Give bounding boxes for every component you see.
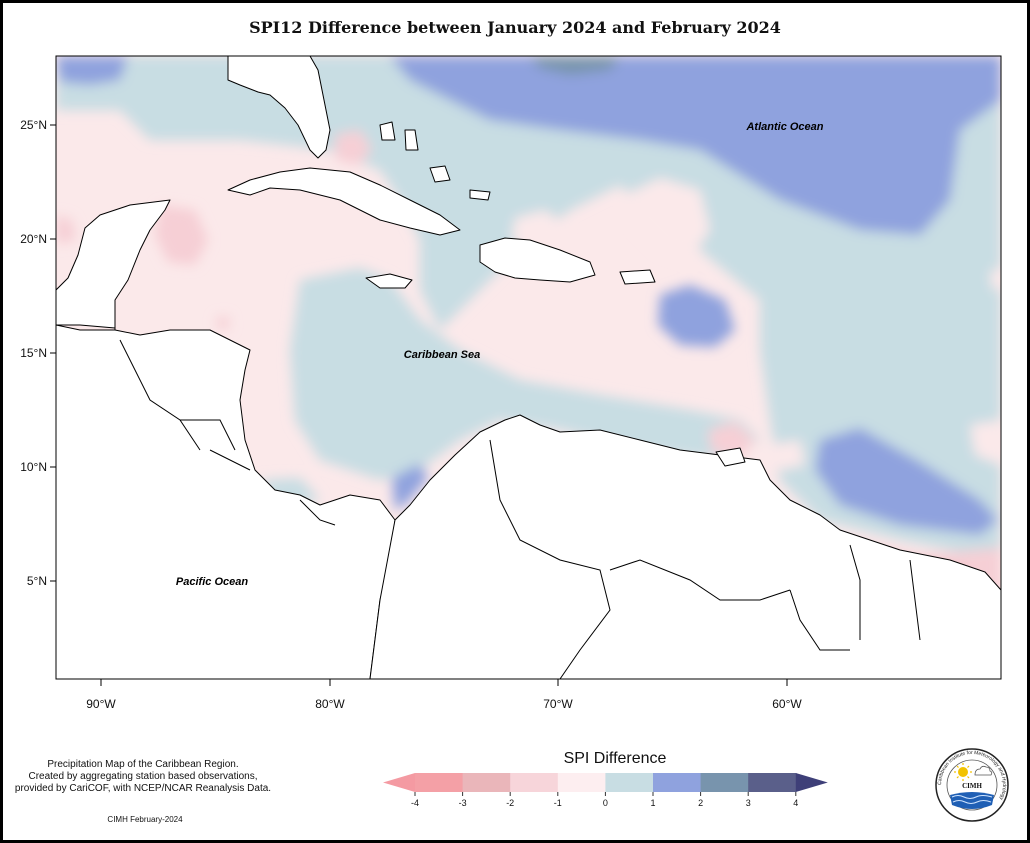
lon-axis: 90°W 80°W 70°W 60°W bbox=[86, 679, 802, 711]
land-trinidad bbox=[715, 447, 746, 467]
colorbar-tick-label: 4 bbox=[793, 798, 798, 808]
lon-tick-90: 90°W bbox=[86, 697, 116, 711]
land-bahamas bbox=[379, 121, 491, 201]
spi-zone-1-2-north bbox=[390, 56, 1001, 235]
spi-zone-m1-0-atlantic bbox=[625, 178, 710, 260]
spi-zone-1-2-west bbox=[56, 56, 128, 85]
colorbar-over-arrow bbox=[795, 773, 828, 792]
spi-zone-2-3-north bbox=[530, 56, 620, 75]
lat-tick-25: 25°N bbox=[20, 118, 47, 132]
colorbar-segment bbox=[653, 773, 702, 792]
lat-axis: 25°N 20°N 15°N 10°N 5°N bbox=[20, 118, 56, 588]
colorbar-tick-label: -1 bbox=[554, 798, 562, 808]
colorbar-tick-label: 3 bbox=[746, 798, 751, 808]
label-atlantic: Atlantic Ocean bbox=[745, 121, 823, 133]
colorbar-tick-label: -2 bbox=[506, 798, 514, 808]
legend-title: SPI Difference bbox=[563, 750, 667, 767]
logo-text: CIMH bbox=[962, 782, 982, 790]
label-pacific: Pacific Ocean bbox=[176, 576, 248, 588]
land-cuba bbox=[227, 167, 461, 236]
sun-icon bbox=[954, 763, 972, 781]
spi-zone-1-2-guiana bbox=[815, 428, 998, 535]
lon-tick-60: 60°W bbox=[772, 697, 802, 711]
wave-icon bbox=[950, 792, 994, 809]
colorbar-tick-label: 0 bbox=[603, 798, 608, 808]
cloud-icon bbox=[974, 765, 993, 776]
land-puerto-rico bbox=[619, 269, 656, 285]
colorbar-segment bbox=[605, 773, 654, 792]
lat-tick-5: 5°N bbox=[27, 574, 47, 588]
borders-layer bbox=[114, 300, 921, 679]
lon-tick-70: 70°W bbox=[543, 697, 573, 711]
spi-zone-m2-m1-florida bbox=[335, 130, 372, 165]
colorbar-under-arrow bbox=[383, 773, 415, 792]
colorbar-tick-label: -4 bbox=[411, 798, 419, 808]
map-title: SPI12 Difference between January 2024 an… bbox=[249, 18, 781, 37]
colorbar-tick-label: 1 bbox=[650, 798, 655, 808]
spi-zone-0-1-caribbean bbox=[290, 268, 760, 480]
land-central-america bbox=[56, 324, 396, 679]
land-hispaniola bbox=[479, 237, 596, 283]
colorbar-segment bbox=[415, 773, 464, 792]
credit-text: CIMH February-2024 bbox=[107, 815, 183, 824]
footnote: Precipitation Map of the Caribbean Regio… bbox=[8, 759, 278, 795]
plot-border bbox=[55, 55, 1002, 680]
land-layer bbox=[56, 56, 1001, 679]
colorbar-segment bbox=[462, 773, 511, 792]
legend-colorbar: -4 -3 -2 -1 0 1 2 3 4 bbox=[383, 773, 828, 808]
spi-zone-m1-0-windward bbox=[770, 440, 805, 470]
colorbar-tick-label: 2 bbox=[698, 798, 703, 808]
land-florida bbox=[227, 56, 331, 159]
colorbar-segment bbox=[510, 773, 559, 792]
land-jamaica bbox=[365, 273, 413, 289]
footnote-line: provided by CariCOF, with NCEP/NCAR Rean… bbox=[14, 783, 272, 794]
colorbar-segment bbox=[748, 773, 797, 792]
label-caribbean: Caribbean Sea bbox=[404, 349, 480, 361]
colorbar-tick-label: -3 bbox=[459, 798, 467, 808]
land-south-america bbox=[369, 414, 1001, 679]
spi-zone-m2-m1-yucatan bbox=[155, 205, 208, 265]
spi-zone-m2-m1-trinidad bbox=[708, 422, 755, 458]
spi-zone-m1-0-east bbox=[970, 420, 1001, 465]
footnote-line: Created by aggregating station based obs… bbox=[28, 771, 258, 782]
lat-tick-20: 20°N bbox=[20, 232, 47, 246]
lat-tick-10: 10°N bbox=[20, 460, 47, 474]
spi-zone-m2-m1-central bbox=[216, 316, 230, 330]
spi-zone-1-2-puerto-rico bbox=[658, 285, 735, 347]
spi-zone-1-2-colombia bbox=[392, 464, 428, 510]
footnote-line: Precipitation Map of the Caribbean Regio… bbox=[47, 759, 239, 770]
colorbar-segment bbox=[700, 773, 749, 792]
spi-zone-m2-m1-gulf bbox=[56, 215, 76, 244]
cimh-logo: CIMH Caribbean Institute for Meteorology… bbox=[935, 748, 1009, 822]
land-mexico-central-america bbox=[56, 199, 171, 329]
colorbar-segment bbox=[557, 773, 606, 792]
lat-tick-15: 15°N bbox=[20, 346, 47, 360]
spi-zone-m1-0-northeast bbox=[990, 268, 1001, 290]
lon-tick-80: 80°W bbox=[315, 697, 345, 711]
